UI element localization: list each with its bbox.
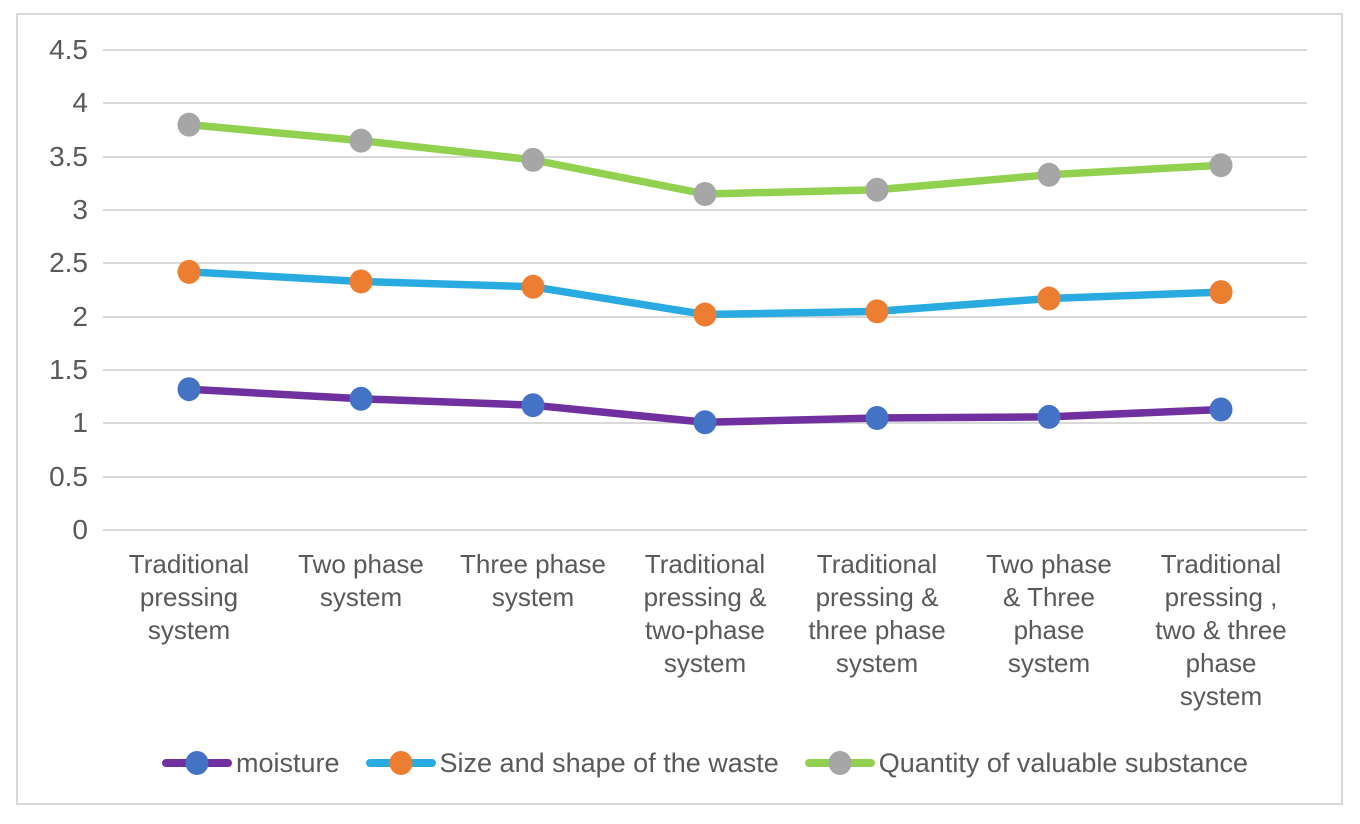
series-marker xyxy=(693,302,717,327)
legend-marker-dot xyxy=(828,751,852,775)
y-tick-label: 0 xyxy=(72,514,88,545)
gridline xyxy=(103,102,1307,105)
gridline xyxy=(103,49,1307,51)
y-tick-label: 2.5 xyxy=(49,247,88,279)
legend-label: Quantity of valuable substance xyxy=(878,747,1248,778)
x-axis: Traditional pressing system Two phase sys… xyxy=(103,548,1307,713)
series-marker xyxy=(1209,280,1233,305)
y-tick-label: 4 xyxy=(72,87,88,119)
series-marker xyxy=(177,377,201,402)
series-plot xyxy=(177,112,1233,435)
legend-marker-dot xyxy=(389,751,413,775)
gridline xyxy=(103,529,1307,531)
y-tick-label: 1.5 xyxy=(49,354,88,385)
legend-marker-line xyxy=(804,751,875,775)
y-tick-label: 4.5 xyxy=(49,34,88,65)
series-marker xyxy=(865,299,889,324)
series-marker xyxy=(177,259,201,284)
y-tick-label: 0.5 xyxy=(49,460,88,492)
legend-marker-line xyxy=(162,751,232,775)
legend-marker-line xyxy=(365,751,436,775)
y-tick-label: 3.5 xyxy=(49,140,88,172)
x-category-label: Three phase system xyxy=(460,549,606,612)
series-marker xyxy=(177,112,201,137)
gridline xyxy=(103,475,1307,478)
legend-item: moisture xyxy=(162,748,340,779)
y-axis: 4.5 4 3.5 3 2.5 2 1.5 1 0.5 0 xyxy=(18,15,88,803)
x-category-label: Two phase system xyxy=(298,549,424,612)
series-marker xyxy=(349,128,373,153)
legend-label: moisture xyxy=(236,747,340,778)
series-marker xyxy=(1037,162,1061,187)
series-marker xyxy=(1209,153,1233,178)
chart-frame: 4.5 4 3.5 3 2.5 2 1.5 1 0.5 0 Traditional pressin… xyxy=(16,13,1343,805)
series-marker xyxy=(693,410,717,435)
gridline xyxy=(103,369,1307,371)
series-marker xyxy=(521,274,545,299)
series-marker xyxy=(1037,404,1061,429)
legend-marker-dot xyxy=(185,751,209,775)
x-category-label: Traditional pressing system xyxy=(128,549,250,645)
legend-item: Quantity of valuable substance xyxy=(804,747,1248,779)
x-category-label: Traditional pressing & two-phase system xyxy=(643,549,767,678)
legend: moisture Size and shape of the waste Quant… xyxy=(103,733,1307,793)
gridline xyxy=(103,155,1307,158)
series-marker xyxy=(1209,397,1233,422)
x-category-label: Traditional pressing , two & three phase… xyxy=(1155,549,1287,711)
series-marker xyxy=(693,182,717,206)
series-marker xyxy=(865,406,889,430)
series-marker xyxy=(521,393,545,418)
legend-label: Size and shape of the waste xyxy=(439,747,779,778)
gridline xyxy=(103,209,1307,211)
legend-item: Size and shape of the waste xyxy=(365,747,779,779)
series-marker xyxy=(1037,286,1061,311)
y-tick-label: 1 xyxy=(72,407,88,439)
y-tick-label: 2 xyxy=(72,300,88,332)
series-marker xyxy=(349,269,373,294)
series-marker xyxy=(521,147,545,172)
plot-area xyxy=(103,49,1307,531)
series-marker xyxy=(349,386,373,411)
y-tick-label: 3 xyxy=(72,194,88,225)
x-category-label: Traditional pressing & three phase syste… xyxy=(808,549,946,678)
x-category-label: Two phase & Three phase system xyxy=(986,549,1112,678)
gridline xyxy=(103,262,1307,265)
series-marker xyxy=(865,177,889,202)
